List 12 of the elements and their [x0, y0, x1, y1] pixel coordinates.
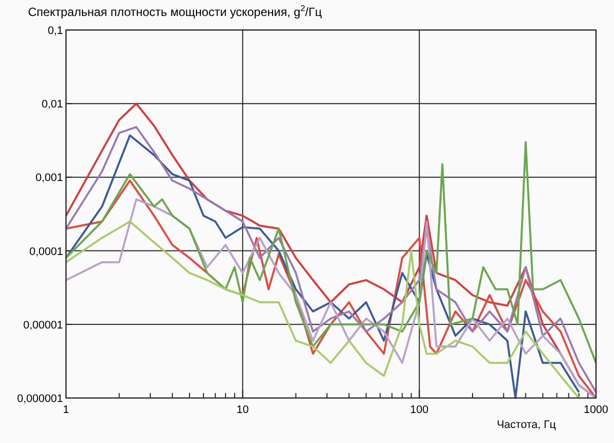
y-tick-label: 0,1	[48, 25, 63, 37]
x-tick-label: 1	[62, 404, 70, 416]
y-tick-label: 0,0001	[29, 246, 63, 258]
x-tick-label: 1000	[584, 404, 608, 416]
x-axis-title: Частота, Гц	[496, 419, 557, 431]
x-tick-label: 10	[236, 404, 249, 416]
y-tick-label: 0,000001	[17, 393, 63, 405]
y-tick-label: 0,00001	[23, 319, 63, 332]
y-tick-label: 0,001	[35, 172, 63, 184]
y-axis-title: Спектральная плотность мощности ускорения, g$^{2}$/Гц	[28, 3, 322, 19]
x-tick-label: 100	[410, 404, 429, 416]
y-tick-label: 0,01	[42, 98, 63, 111]
